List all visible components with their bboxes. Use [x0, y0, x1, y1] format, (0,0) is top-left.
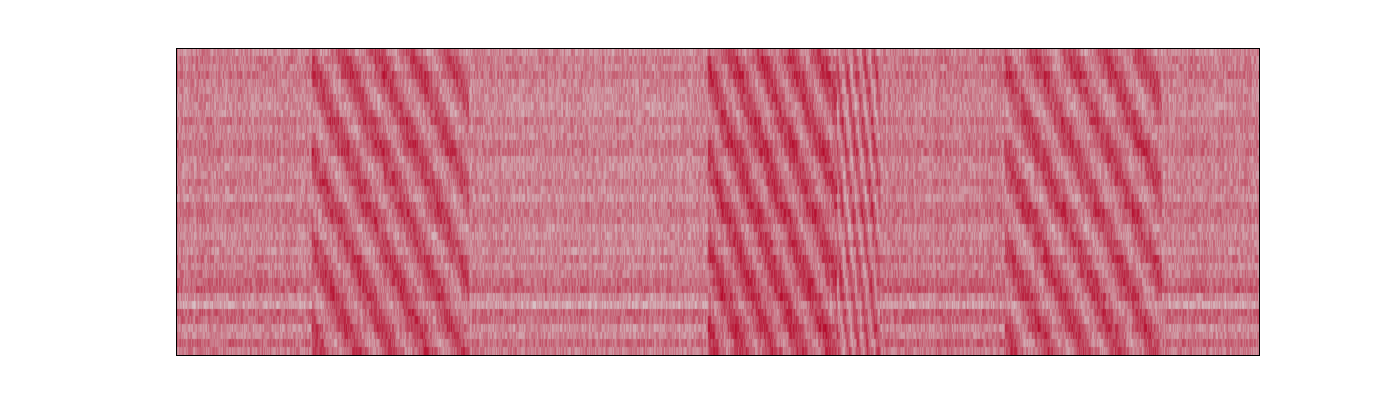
heatmap-plot-area: [176, 48, 1260, 356]
heatmap-image: [177, 49, 1259, 355]
